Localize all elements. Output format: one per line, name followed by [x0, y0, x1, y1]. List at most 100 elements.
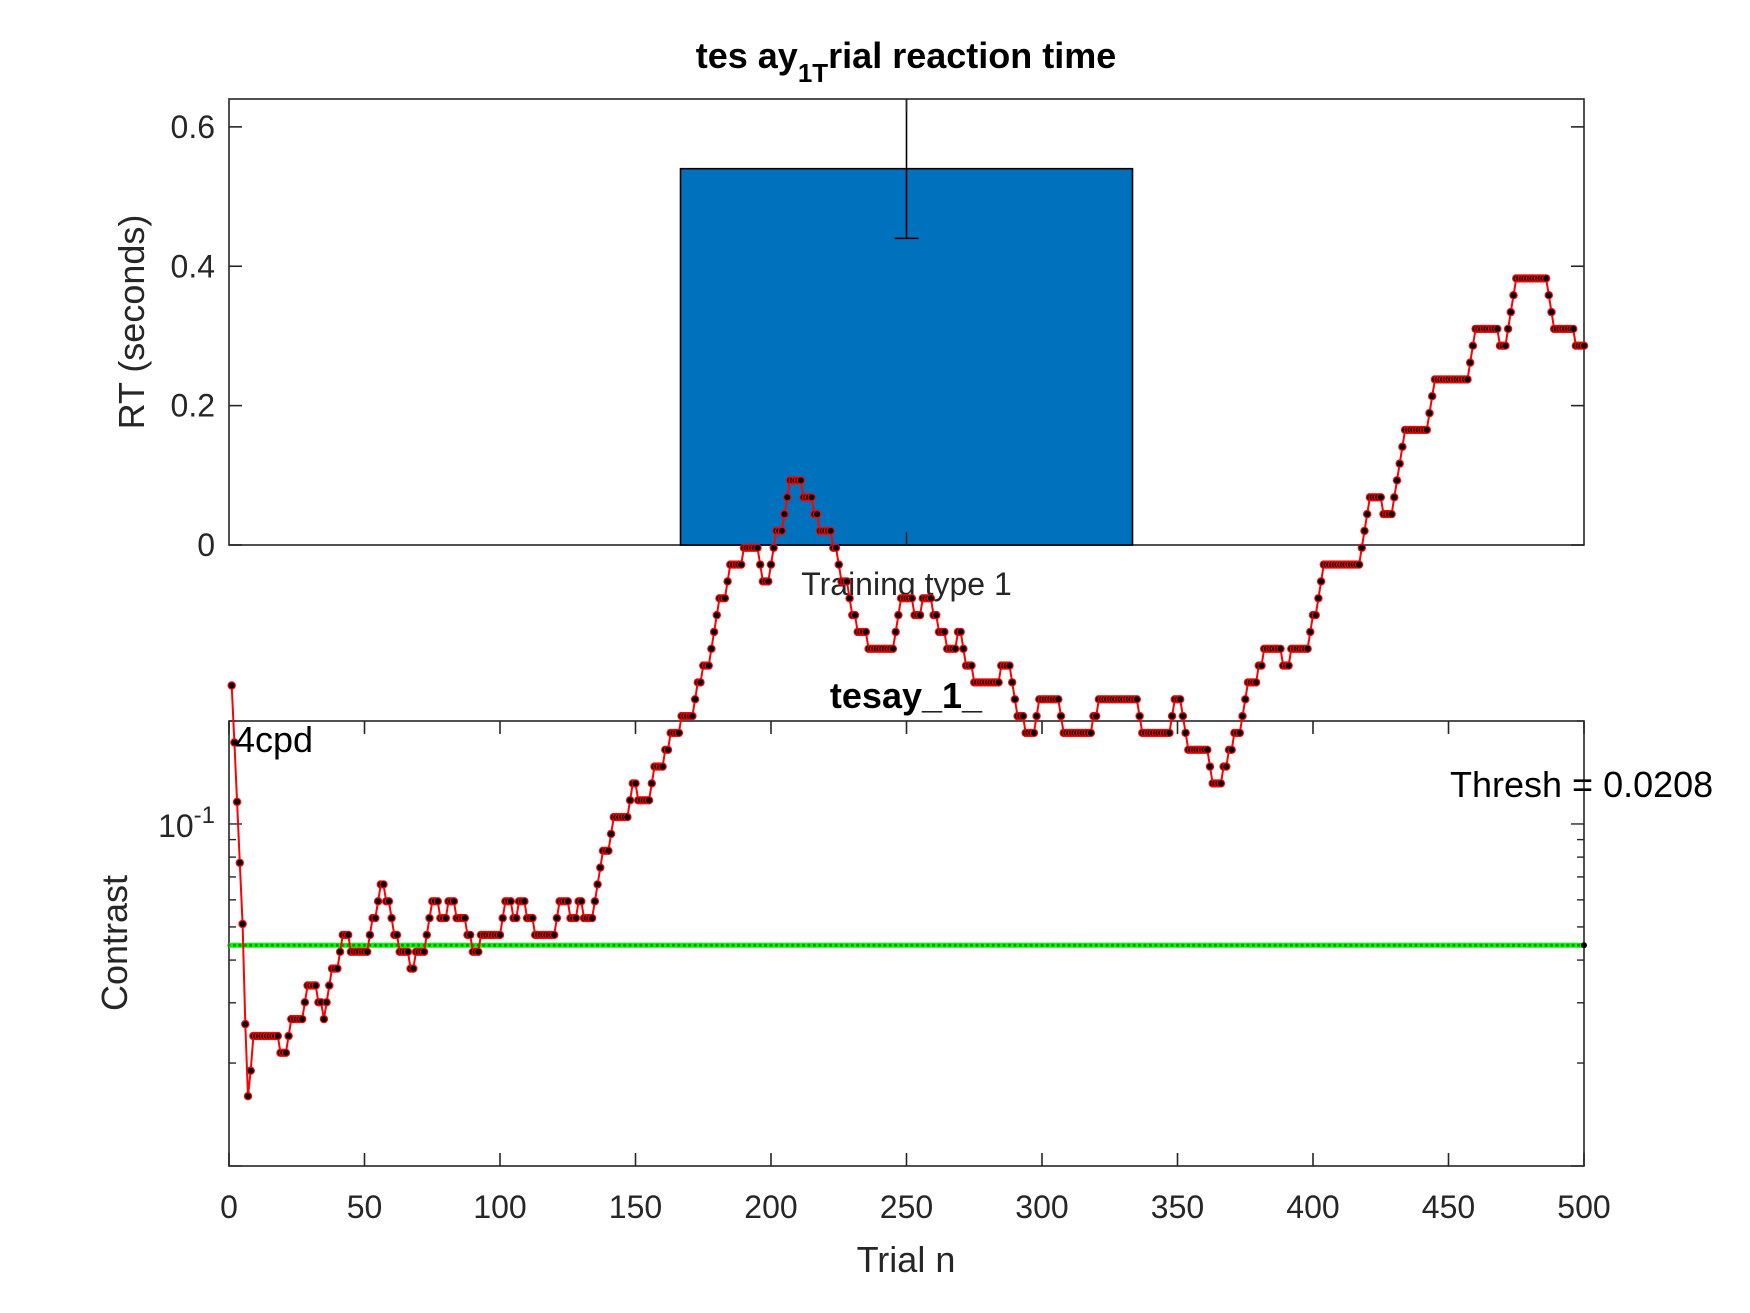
- staircase-point: [644, 796, 654, 805]
- threshold-marker: [498, 943, 502, 947]
- staircase-y-axis: 10-1: [158, 720, 1584, 1167]
- threshold-marker: [1474, 943, 1478, 947]
- threshold-marker: [834, 943, 838, 947]
- threshold-marker: [877, 943, 882, 947]
- threshold-marker: [661, 943, 665, 947]
- staircase-y-tick-label: 10-1: [158, 802, 215, 844]
- staircase-point: [528, 913, 537, 923]
- threshold-marker: [352, 943, 356, 947]
- staircase-point: [441, 913, 450, 923]
- threshold-marker: [460, 943, 464, 947]
- threshold-marker: [1175, 943, 1180, 947]
- staircase-point: [281, 1048, 291, 1058]
- threshold-marker: [633, 943, 638, 947]
- threshold-marker: [655, 943, 659, 947]
- staircase-point: [1216, 779, 1226, 788]
- threshold-marker: [287, 943, 291, 947]
- staircase-point: [550, 930, 559, 940]
- staircase-point: [1203, 745, 1212, 755]
- threshold-marker: [980, 943, 984, 947]
- staircase-point: [238, 919, 247, 929]
- staircase-point: [590, 897, 600, 906]
- staircase-point: [422, 930, 431, 940]
- threshold-marker: [303, 943, 307, 947]
- threshold-marker: [1219, 943, 1223, 947]
- staircase-point: [1238, 711, 1247, 721]
- staircase-point: [1086, 728, 1096, 738]
- threshold-marker: [1284, 943, 1288, 947]
- staircase-point: [709, 627, 719, 637]
- threshold-marker: [726, 943, 730, 947]
- staircase-point: [1506, 307, 1516, 317]
- threshold-marker: [942, 943, 947, 947]
- staircase-point: [596, 863, 605, 872]
- threshold-marker: [232, 943, 237, 947]
- threshold-marker: [259, 943, 264, 947]
- threshold-marker: [1490, 943, 1494, 947]
- threshold-marker: [932, 943, 936, 947]
- threshold-marker: [1539, 943, 1543, 947]
- threshold-marker: [666, 943, 670, 947]
- threshold-marker: [503, 943, 508, 947]
- threshold-marker: [1452, 943, 1456, 947]
- staircase-point: [520, 897, 529, 906]
- staircase-point: [1032, 711, 1041, 721]
- threshold-marker: [1576, 943, 1581, 947]
- threshold-marker: [1419, 943, 1423, 947]
- staircase-x-axis: 0 50 100 150 200 250 300 350 400 450 500: [220, 721, 1611, 1225]
- staircase-point: [674, 728, 684, 738]
- threshold-marker: [1360, 943, 1364, 947]
- threshold-marker: [1251, 943, 1255, 947]
- spatial-frequency-label: 4cpd: [235, 719, 313, 760]
- staircase-point: [387, 913, 396, 923]
- threshold-marker: [314, 943, 318, 947]
- threshold-marker: [1257, 943, 1261, 947]
- threshold-marker: [590, 943, 594, 947]
- threshold-marker: [628, 943, 632, 947]
- staircase-x-tick-label: 350: [1151, 1189, 1204, 1225]
- threshold-marker: [1105, 943, 1109, 947]
- threshold-marker: [915, 943, 919, 947]
- staircase-point: [1303, 644, 1312, 654]
- staircase-point: [1311, 610, 1320, 620]
- threshold-marker: [1018, 943, 1022, 947]
- staircase-point: [593, 880, 602, 889]
- staircase-point: [1468, 341, 1478, 350]
- threshold-marker: [845, 943, 849, 947]
- threshold-marker: [639, 943, 643, 947]
- threshold-marker: [796, 943, 800, 947]
- threshold-marker: [308, 943, 312, 947]
- threshold-line: [227, 942, 1587, 949]
- threshold-marker: [709, 943, 713, 947]
- contrast-staircase-chart: tesay_1_ 10-1 0 50 100 150 200 250 300 350 400 45…: [94, 274, 1713, 1280]
- threshold-marker: [1566, 943, 1570, 947]
- threshold-marker: [319, 943, 323, 947]
- threshold-marker: [1192, 943, 1196, 947]
- staircase-point: [1493, 324, 1502, 334]
- threshold-marker: [238, 943, 242, 947]
- threshold-marker: [249, 943, 253, 947]
- threshold-marker: [1295, 943, 1299, 947]
- staircase-point: [333, 964, 342, 973]
- staircase-point: [688, 711, 697, 721]
- threshold-marker: [482, 943, 486, 947]
- staircase-point: [1357, 543, 1367, 553]
- staircase-point: [926, 594, 936, 603]
- staircase-point: [1178, 711, 1188, 721]
- staircase-point: [1392, 476, 1402, 485]
- threshold-marker: [1365, 943, 1369, 947]
- staircase-point: [1235, 728, 1245, 738]
- staircase-point: [766, 560, 776, 569]
- threshold-marker: [644, 943, 648, 947]
- staircase-point: [606, 829, 616, 839]
- threshold-marker: [1116, 943, 1120, 947]
- staircase-point: [647, 779, 657, 788]
- threshold-marker: [1528, 943, 1532, 947]
- threshold-marker: [1338, 943, 1342, 947]
- staircase-point: [777, 526, 787, 536]
- staircase-point: [1360, 526, 1369, 536]
- staircase-point: [232, 797, 242, 807]
- threshold-marker: [1511, 943, 1516, 947]
- threshold-marker: [1268, 943, 1272, 947]
- threshold-marker: [1159, 943, 1163, 947]
